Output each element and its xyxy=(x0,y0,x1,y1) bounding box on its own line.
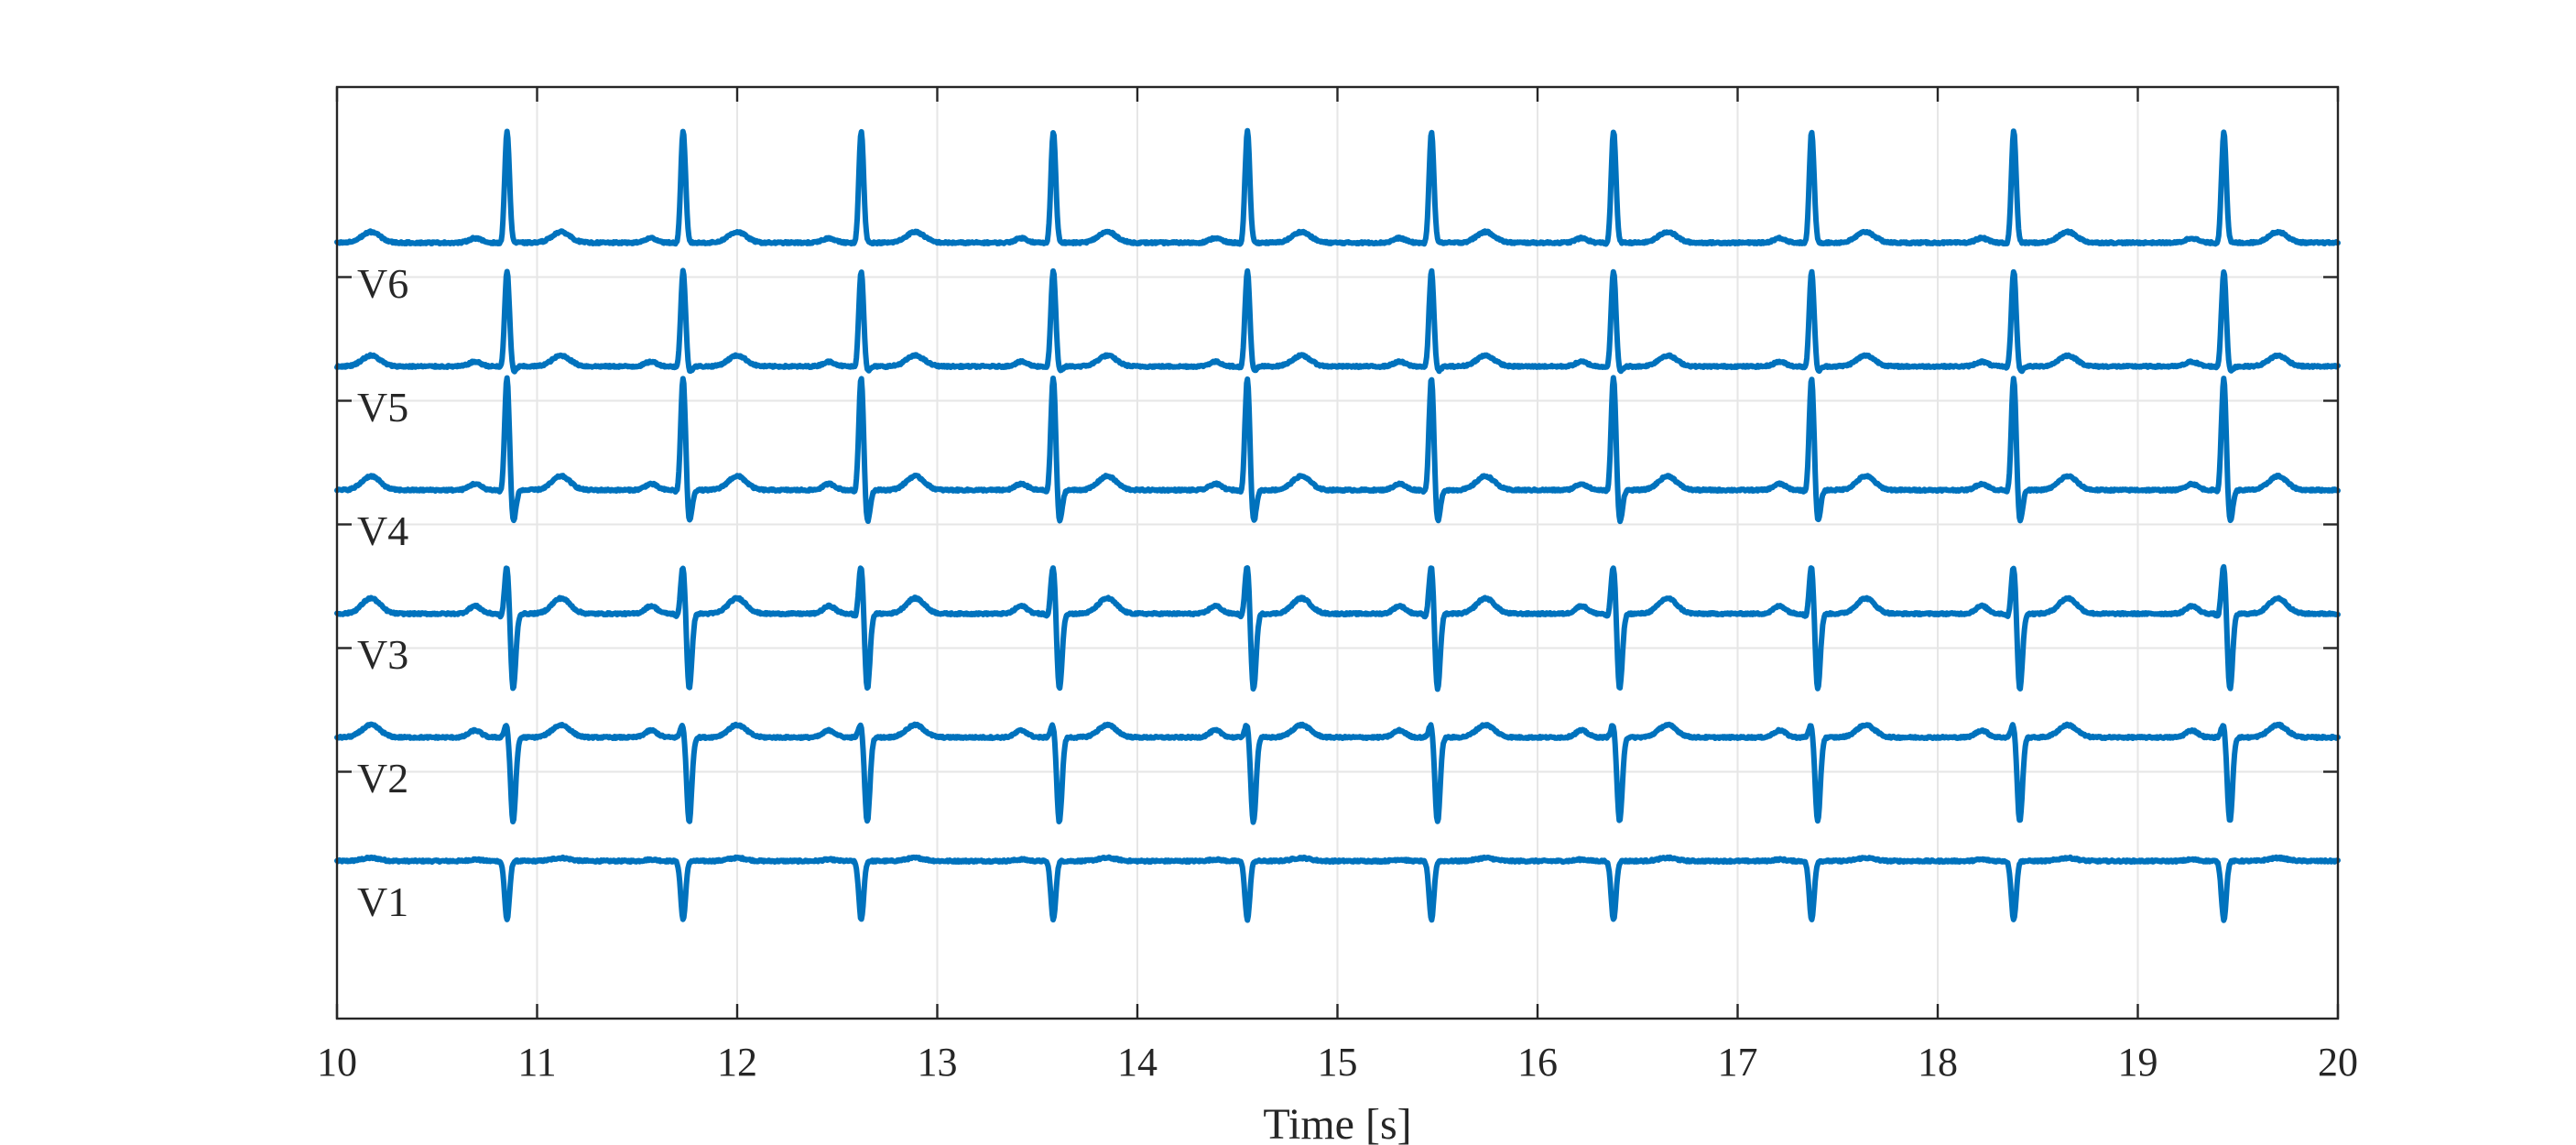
trace-v6 xyxy=(334,127,2341,247)
lead-label-v3: V3 xyxy=(357,631,408,678)
x-tick-label-13: 13 xyxy=(918,1040,958,1085)
trace-v5 xyxy=(334,267,2341,375)
grid-lines xyxy=(336,87,2339,1019)
trace-v1 xyxy=(334,854,2341,923)
lead-label-v5: V5 xyxy=(357,384,408,431)
lead-labels: V1 V2 V3 V4 V5 V6 xyxy=(357,260,408,925)
x-tick-label-19: 19 xyxy=(2118,1040,2158,1085)
lead-label-v2: V2 xyxy=(357,755,408,802)
x-tick-label-16: 16 xyxy=(1517,1040,1558,1085)
trace-v2 xyxy=(334,721,2341,825)
lead-label-v4: V4 xyxy=(357,507,408,554)
lead-label-v6: V6 xyxy=(357,260,408,307)
x-tick-label-15: 15 xyxy=(1318,1040,1358,1085)
x-tick-label-12: 12 xyxy=(717,1040,757,1085)
x-tick-label-14: 14 xyxy=(1117,1040,1158,1085)
x-tick-label-11: 11 xyxy=(517,1040,556,1085)
x-tick-label-10: 10 xyxy=(317,1040,357,1085)
x-tick-label-20: 20 xyxy=(2318,1040,2358,1085)
trace-v4 xyxy=(334,375,2341,525)
x-axis-title: Time [s] xyxy=(1263,1100,1411,1145)
x-tick-label-17: 17 xyxy=(1718,1040,1758,1085)
trace-v3 xyxy=(334,563,2341,692)
x-axis-ticks: 10 11 12 13 14 15 16 17 18 19 20 xyxy=(317,87,2358,1085)
lead-label-v1: V1 xyxy=(357,878,408,925)
lead-traces xyxy=(334,127,2341,923)
x-tick-label-18: 18 xyxy=(1918,1040,1958,1085)
